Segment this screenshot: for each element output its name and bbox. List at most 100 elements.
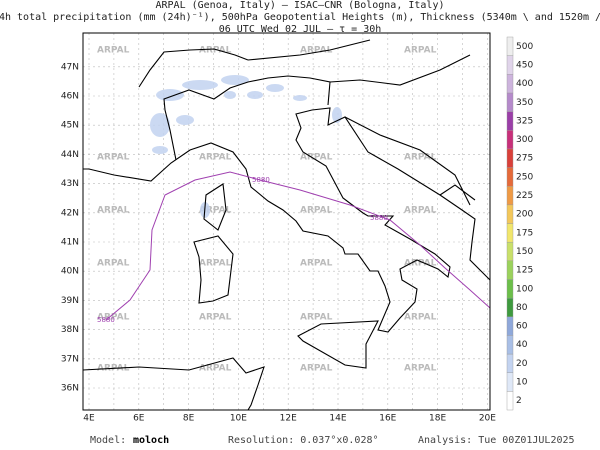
lon-label: 14E [329, 414, 346, 424]
colorbar-label: 175 [516, 228, 533, 238]
watermarks: ARPAL ARPAL ARPAL ARPAL ARPAL ARPAL ARPAL ARPAL… [97, 46, 437, 374]
colorbar-swatch [506, 92, 514, 112]
watermark: ARPAL [404, 313, 437, 323]
colorbar-label: 225 [516, 191, 533, 201]
colorbar-label: 60 [516, 322, 528, 332]
colorbar-label: 125 [516, 266, 533, 276]
watermark: ARPAL [97, 206, 130, 216]
watermark: ARPAL [199, 206, 232, 216]
coastlines [82, 39, 491, 411]
colorbar-label: 500 [516, 42, 533, 52]
colorbar-label: 325 [516, 116, 533, 126]
lat-label: 39N [61, 296, 79, 306]
lat-label: 36N [61, 384, 79, 394]
colorbar-label: 100 [516, 284, 533, 294]
contour-label: 5880 [97, 316, 115, 324]
watermark: ARPAL [404, 259, 437, 269]
colorbar-swatch [506, 372, 514, 392]
watermark: ARPAL [199, 153, 232, 163]
colorbar-swatch [506, 204, 514, 224]
colorbar-swatch [506, 335, 514, 355]
watermark: ARPAL [97, 259, 130, 269]
header-line: 06 UTC Wed 02 JUL – τ = 30h [219, 24, 382, 35]
colorbar-label: 250 [516, 172, 533, 182]
footer-model-label: Model: [90, 435, 126, 446]
watermark: ARPAL [300, 46, 333, 56]
header-line: ARPAL (Genoa, Italy) – ISAC–CNR (Bologna… [156, 0, 445, 11]
colorbar-swatch [506, 391, 514, 411]
watermark: ARPAL [404, 153, 437, 163]
geopotential-contour [105, 171, 491, 321]
colorbar-swatch [506, 223, 514, 243]
graticule: 36N 37N 38N 39N 40N 41N 42N 43N 44N 45N 46N 47N 4E 6E… [61, 33, 496, 424]
watermark: ARPAL [300, 259, 333, 269]
colorbar-swatch [506, 260, 514, 280]
colorbar-swatch [506, 167, 514, 187]
footer-resolution: Resolution: 0.037°x0.028° [228, 435, 379, 446]
lat-label: 43N [61, 179, 79, 189]
precipitation [150, 75, 342, 218]
colorbar-label: 400 [516, 79, 533, 89]
colorbar-swatch [506, 241, 514, 261]
colorbar-swatch [506, 74, 514, 94]
watermark: ARPAL [199, 313, 232, 323]
header-line: 24h total precipitation (mm (24h)⁻¹), 50… [0, 12, 600, 23]
map-frame [82, 32, 491, 411]
contour-label: 5880 [370, 214, 388, 222]
colorbar-label: 40 [516, 340, 528, 350]
colorbar-label: 10 [516, 378, 528, 388]
colorbar-label: 2 [516, 396, 522, 406]
lat-label: 44N [61, 150, 79, 160]
colorbar-swatch [506, 279, 514, 299]
lat-label: 42N [61, 208, 79, 218]
watermark: ARPAL [300, 153, 333, 163]
watermark: ARPAL [199, 259, 232, 269]
lat-label: 45N [61, 121, 79, 131]
watermark: ARPAL [404, 206, 437, 216]
lat-label: 41N [61, 238, 79, 248]
watermark: ARPAL [97, 46, 130, 56]
lon-label: 12E [280, 414, 297, 424]
watermark: ARPAL [404, 364, 437, 374]
colorbar-label: 200 [516, 210, 533, 220]
lon-label: 4E [83, 414, 95, 424]
lon-label: 10E [230, 414, 247, 424]
colorbar-label: 450 [516, 60, 533, 70]
watermark: ARPAL [404, 46, 437, 56]
lat-label: 38N [61, 325, 79, 335]
colorbar-swatch [506, 36, 514, 56]
lon-label: 18E [429, 414, 446, 424]
colorbar-swatch [506, 111, 514, 131]
colorbar-label: 350 [516, 98, 533, 108]
lon-label: 16E [379, 414, 396, 424]
colorbar-swatch [506, 353, 514, 373]
colorbar-swatch [506, 148, 514, 168]
colorbar-label: 275 [516, 154, 533, 164]
watermark: ARPAL [199, 364, 232, 374]
lon-label: 8E [183, 414, 195, 424]
watermark: ARPAL [300, 313, 333, 323]
colorbar-swatch [506, 55, 514, 75]
lat-label: 47N [61, 62, 79, 72]
watermark: ARPAL [300, 364, 333, 374]
watermark: ARPAL [97, 313, 130, 323]
watermark: ARPAL [300, 206, 333, 216]
colorbar-swatch [506, 316, 514, 336]
colorbar-label: 150 [516, 247, 533, 257]
colorbar-label: 20 [516, 359, 528, 369]
colorbar: 2 10 20 40 60 80 100 125 150 175 200 225 250 275 300 32… [506, 36, 533, 411]
colorbar-label: 80 [516, 303, 528, 313]
lon-label: 6E [133, 414, 145, 424]
colorbar-swatch [506, 297, 514, 317]
lon-label: 20E [479, 414, 496, 424]
lat-label: 37N [61, 354, 79, 364]
footer-model: moloch [133, 435, 169, 446]
contour-label: 5880 [252, 176, 270, 184]
colorbar-swatch [506, 130, 514, 150]
watermark: ARPAL [97, 153, 130, 163]
lat-label: 40N [61, 267, 79, 277]
lat-label: 46N [61, 92, 79, 102]
colorbar-label: 300 [516, 135, 533, 145]
